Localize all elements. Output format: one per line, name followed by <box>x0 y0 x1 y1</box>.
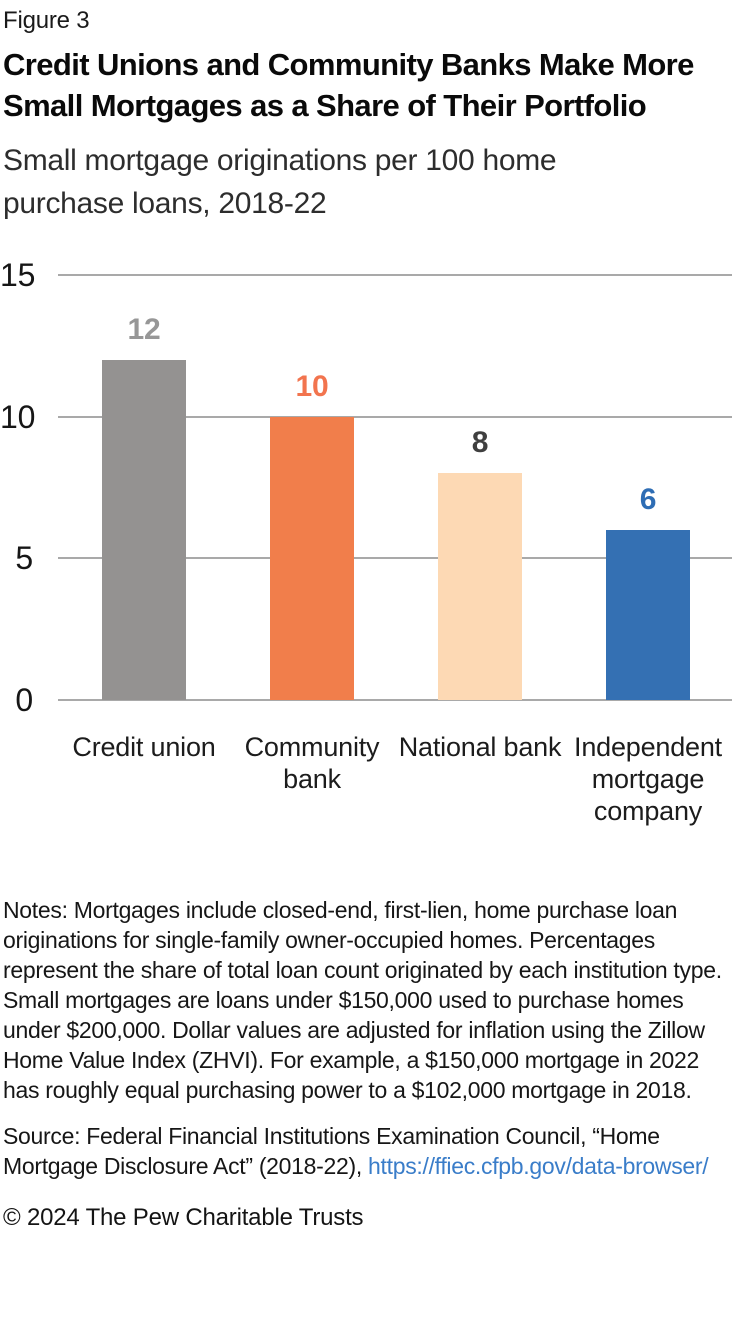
x-axis-label-community-bank: Community bank <box>244 732 380 794</box>
bar-value-label-credit-union: 12 <box>127 313 161 346</box>
bar-chart: 0 5 10 15 12 10 8 6 Credit union Community bank N… <box>0 257 732 833</box>
gridline-10 <box>58 415 732 418</box>
x-axis-label-independent-mortgage-company: Independent mortgage company <box>574 732 722 826</box>
figure-page: Figure 3 Credit Unions and Community Ban… <box>0 7 732 1231</box>
y-tick-label-0: 0 <box>15 682 33 718</box>
copyright-text: © 2024 The Pew Charitable Trusts <box>3 1204 364 1231</box>
source-link[interactable]: https://ffiec.cfpb.gov/data-browser/ <box>368 1153 709 1179</box>
bar-value-label-community-bank: 10 <box>295 369 329 403</box>
bar-national-bank <box>438 473 522 700</box>
bar-community-bank <box>270 416 354 700</box>
y-tick-label-15: 15 <box>0 257 36 293</box>
chart-title: Credit Unions and Community Banks Make M… <box>3 47 694 123</box>
bar-independent-mortgage-company <box>606 530 690 700</box>
y-tick-label-5: 5 <box>15 540 33 577</box>
gridline-15 <box>58 274 732 276</box>
figure-label: Figure 3 <box>3 7 90 34</box>
plot-area: 0 5 10 15 12 10 8 6 <box>0 257 732 717</box>
bar-value-label-independent-mortgage-company: 6 <box>639 483 657 516</box>
gridline-5 <box>58 557 732 560</box>
x-axis-label-credit-union: Credit union <box>72 732 216 762</box>
bar-value-label-national-bank: 8 <box>471 426 489 460</box>
x-axis-labels: Credit union Community bank National bank I… <box>0 731 732 833</box>
chart-subtitle: Small mortgage originations per 100 home… <box>3 144 557 220</box>
notes-text: Notes: Mortgages include closed-end, fir… <box>3 897 722 1103</box>
source-text: Source: Federal Financial Institutions E… <box>3 1121 726 1181</box>
source-text-static: Source: Federal Financial Institutions E… <box>3 1123 660 1179</box>
bar-credit-union <box>102 360 186 700</box>
gridline-0 <box>58 699 732 701</box>
x-axis-label-national-bank: National bank <box>398 732 562 762</box>
y-tick-label-10: 10 <box>0 398 36 435</box>
